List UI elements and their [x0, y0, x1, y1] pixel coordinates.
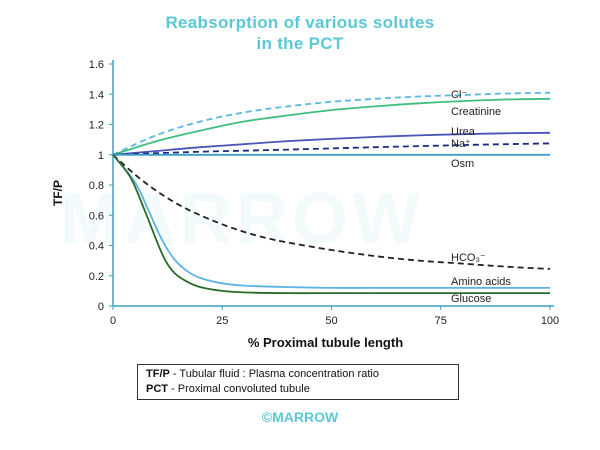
y-tick-label: 0.8: [89, 180, 104, 192]
x-tick-label: 25: [216, 315, 228, 327]
series-label-0: Cl⁻: [451, 89, 467, 101]
series-label-2: Urea: [451, 126, 476, 138]
series-line-7: [112, 154, 550, 295]
legend-desc-tfp: - Tubular fluid : Plasma concentration r…: [169, 368, 379, 380]
footer-copyright: ©MARROW: [261, 409, 339, 425]
y-tick-label: 0.4: [89, 241, 104, 253]
x-axis-label: % Proximal tubule length: [248, 335, 403, 350]
series-label-4: Osm: [451, 158, 474, 170]
series-label-6: Amino acids: [451, 276, 511, 288]
chart-title-line-2: in the PCT: [256, 34, 344, 53]
x-tick-label: 75: [435, 315, 447, 327]
y-tick-label: 1: [98, 150, 104, 162]
y-axis-label: TF/P: [51, 180, 65, 206]
series-line-2: [112, 131, 551, 156]
series-line-6: [112, 154, 550, 289]
y-tick-label: 0.6: [89, 210, 104, 222]
abbreviation-legend: TF/P - Tubular fluid : Plasma concentrat…: [137, 364, 459, 400]
legend-row-tfp: TF/P - Tubular fluid : Plasma concentrat…: [146, 368, 379, 380]
legend-term-tfp: TF/P: [146, 368, 170, 380]
series-label-1: Creatinine: [451, 106, 501, 118]
series-line-1: [112, 97, 551, 156]
legend-desc-pct: - Proximal convoluted tubule: [168, 383, 310, 395]
legend-term-pct: PCT: [146, 383, 168, 395]
y-tick-label: 1.6: [89, 59, 104, 71]
y-tick-label: 0: [98, 301, 104, 313]
chart-title: Reabsorption of various solutes in the P…: [0, 12, 600, 54]
chart-title-line-1: Reabsorption of various solutes: [165, 13, 435, 32]
series-line-3: [112, 142, 551, 156]
series-label-3: Na⁺: [451, 138, 471, 150]
x-tick-label: 0: [110, 315, 116, 327]
series-label-5: HCO₃⁻: [451, 252, 486, 264]
y-tick-label: 0.2: [89, 271, 104, 283]
watermark-text: MARROW: [60, 179, 424, 259]
y-tick-label: 1.4: [89, 89, 104, 101]
x-tick-label: 100: [541, 315, 559, 327]
y-tick-label: 1.2: [89, 120, 104, 132]
series-line-0: [112, 91, 551, 156]
series-line-5: [112, 154, 551, 270]
series-label-7: Glucose: [451, 293, 491, 305]
legend-row-pct: PCT - Proximal convoluted tubule: [146, 383, 310, 395]
x-tick-label: 50: [325, 315, 337, 327]
